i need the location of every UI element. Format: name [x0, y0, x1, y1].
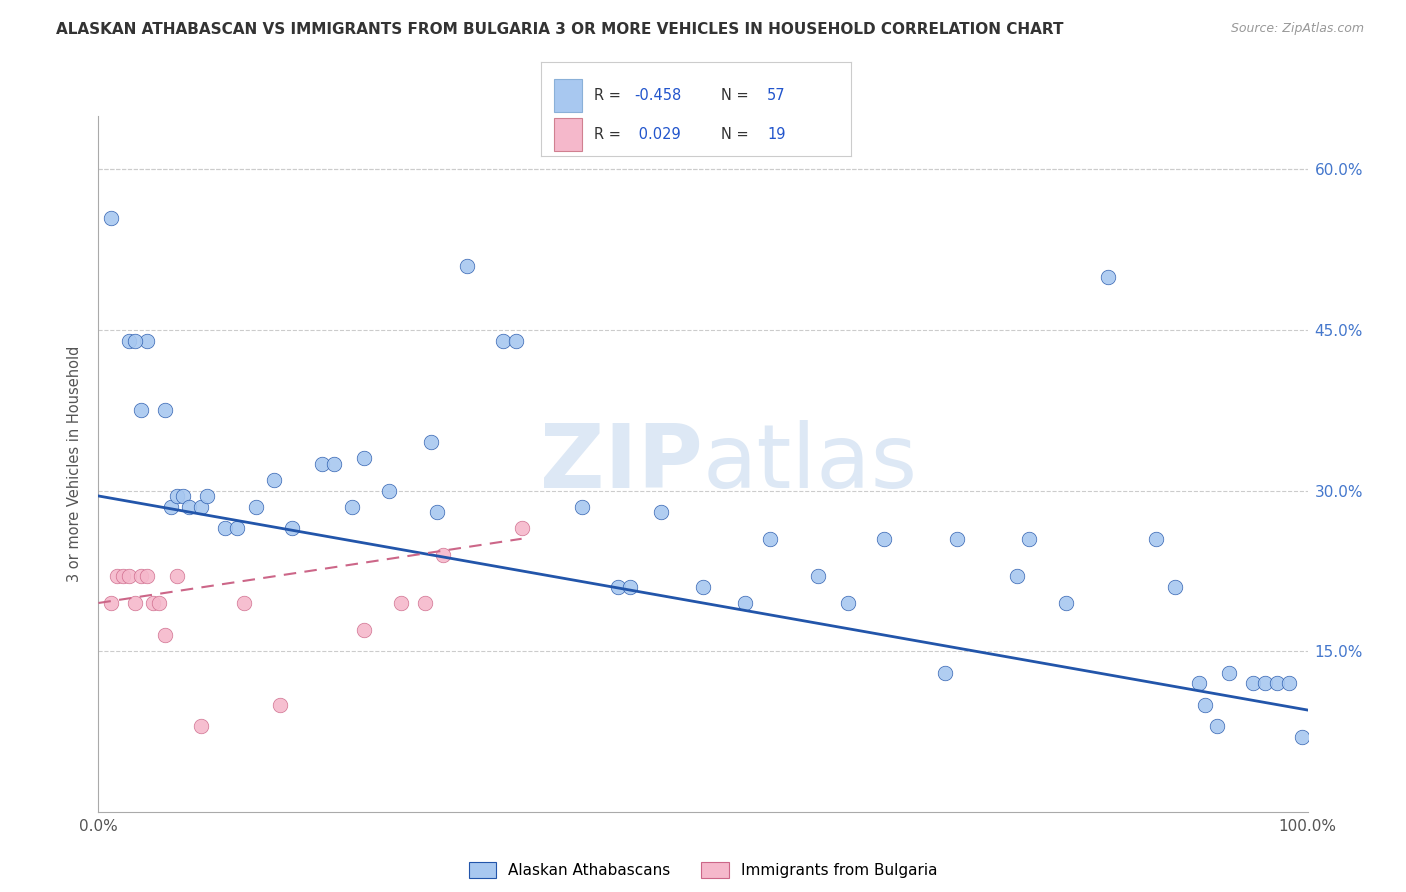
Point [100, 596, 122, 610]
Text: N =: N = [721, 87, 754, 103]
Point [420, 435, 443, 450]
Bar [554, 118, 582, 151]
Text: ALASKAN ATHABASCAN VS IMMIGRANTS FROM BULGARIA 3 OR MORE VEHICLES IN HOUSEHOLD C: ALASKAN ATHABASCAN VS IMMIGRANTS FROM BU… [56, 22, 1064, 37]
Point [153, 403, 176, 417]
Point [118, 569, 141, 583]
Point [1146, 532, 1168, 546]
Point [607, 580, 630, 594]
Point [1188, 676, 1211, 690]
Point [245, 500, 267, 514]
Point [619, 580, 641, 594]
Point [426, 505, 449, 519]
Point [118, 334, 141, 348]
Text: atlas: atlas [703, 420, 918, 508]
Legend: Alaskan Athabascans, Immigrants from Bulgaria: Alaskan Athabascans, Immigrants from Bul… [463, 856, 943, 884]
Point [505, 334, 527, 348]
Point [389, 596, 412, 610]
Text: Source: ZipAtlas.com: Source: ZipAtlas.com [1230, 22, 1364, 36]
Text: 19: 19 [768, 127, 786, 142]
Point [323, 457, 346, 471]
Text: ZIP: ZIP [540, 420, 703, 508]
Point [135, 334, 157, 348]
Point [1241, 676, 1264, 690]
Point [226, 521, 249, 535]
Point [1218, 665, 1240, 680]
Point [1018, 532, 1040, 546]
Point [124, 334, 146, 348]
Point [413, 596, 436, 610]
Point [135, 569, 157, 583]
Point [148, 596, 170, 610]
Point [510, 521, 533, 535]
Point [190, 719, 212, 733]
Text: R =: R = [593, 87, 626, 103]
Point [934, 665, 956, 680]
Point [353, 451, 375, 466]
Point [281, 521, 304, 535]
Point [263, 473, 285, 487]
Text: N =: N = [721, 127, 754, 142]
Point [105, 569, 128, 583]
Text: R =: R = [593, 127, 626, 142]
Point [873, 532, 896, 546]
Point [100, 211, 122, 225]
Bar [554, 78, 582, 112]
Point [269, 698, 291, 712]
Text: 57: 57 [768, 87, 786, 103]
Point [124, 596, 146, 610]
Text: 0.029: 0.029 [634, 127, 681, 142]
Point [650, 505, 672, 519]
Point [1254, 676, 1277, 690]
Point [153, 628, 176, 642]
Point [166, 569, 188, 583]
Point [342, 500, 364, 514]
Point [1267, 676, 1289, 690]
Point [377, 483, 399, 498]
Point [353, 623, 375, 637]
Point [837, 596, 859, 610]
Point [946, 532, 969, 546]
Point [692, 580, 714, 594]
Point [179, 500, 201, 514]
Point [166, 489, 188, 503]
Point [1194, 698, 1216, 712]
Point [160, 500, 183, 514]
Point [1206, 719, 1229, 733]
Point [1097, 269, 1119, 284]
Point [232, 596, 254, 610]
Point [1163, 580, 1185, 594]
Point [456, 259, 478, 273]
Text: -0.458: -0.458 [634, 87, 682, 103]
Point [758, 532, 780, 546]
Point [807, 569, 830, 583]
Point [190, 500, 212, 514]
Point [734, 596, 756, 610]
Point [1291, 730, 1313, 744]
Point [1007, 569, 1029, 583]
Y-axis label: 3 or more Vehicles in Household: 3 or more Vehicles in Household [67, 346, 83, 582]
Point [195, 489, 218, 503]
Point [172, 489, 194, 503]
Point [214, 521, 236, 535]
Point [311, 457, 333, 471]
Point [129, 569, 152, 583]
Point [571, 500, 593, 514]
Point [142, 596, 165, 610]
Point [129, 403, 152, 417]
Point [111, 569, 134, 583]
Point [432, 548, 454, 562]
Point [1054, 596, 1077, 610]
Point [492, 334, 515, 348]
Point [1278, 676, 1301, 690]
